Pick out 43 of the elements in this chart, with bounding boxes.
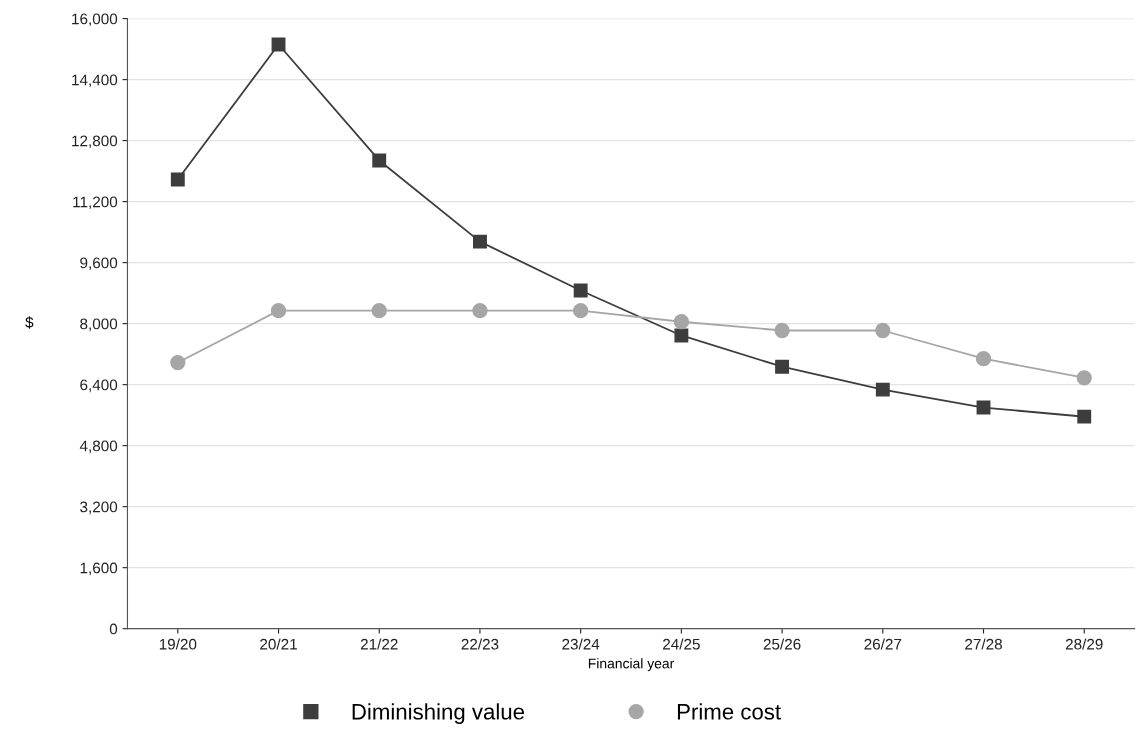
point bbox=[774, 322, 790, 339]
point bbox=[975, 351, 992, 367]
y-tick-label: 4,800 bbox=[79, 440, 118, 454]
y-tick-label: 12,800 bbox=[72, 135, 118, 149]
x-tick-label: 23/24 bbox=[562, 638, 600, 650]
x-tick-label: 26/27 bbox=[864, 638, 902, 650]
point bbox=[775, 359, 790, 374]
point bbox=[473, 234, 487, 249]
point bbox=[372, 153, 387, 168]
point bbox=[674, 328, 689, 343]
x-tick-label: 20/21 bbox=[260, 638, 297, 650]
y-tick-label: 11,200 bbox=[73, 196, 118, 210]
point bbox=[875, 382, 890, 397]
point bbox=[1077, 409, 1092, 424]
y-tick-label: 14,400 bbox=[72, 74, 118, 88]
point bbox=[270, 303, 287, 319]
y-tick-label: 9,600 bbox=[80, 257, 118, 271]
y-tick-label: 3,200 bbox=[80, 501, 118, 515]
y-tick-label: 16,000 bbox=[72, 13, 118, 27]
x-tick-label: 28/29 bbox=[1065, 638, 1103, 650]
point bbox=[673, 314, 690, 330]
x-tick-label: 19/20 bbox=[159, 638, 197, 650]
point bbox=[472, 303, 488, 319]
legend-label: Diminishing value bbox=[352, 703, 525, 724]
point bbox=[170, 172, 185, 187]
point bbox=[170, 354, 186, 371]
point bbox=[875, 322, 891, 339]
point bbox=[573, 283, 588, 298]
y-tick-label: 1,600 bbox=[80, 562, 118, 576]
y-axis-title: $ bbox=[25, 316, 34, 329]
x-axis-title: Financial year bbox=[588, 658, 675, 672]
y-tick-label: 0 bbox=[109, 623, 118, 635]
legend-label: Prime cost bbox=[677, 703, 781, 720]
x-tick-label: 25/26 bbox=[763, 638, 801, 650]
x-tick-label: 24/25 bbox=[663, 638, 700, 650]
x-tick-label: 22/23 bbox=[461, 638, 499, 650]
x-tick-label: 21/22 bbox=[360, 638, 398, 650]
point bbox=[371, 303, 387, 319]
point bbox=[1076, 370, 1092, 386]
y-tick-label: 8,000 bbox=[80, 318, 118, 332]
x-tick-label: 27/28 bbox=[965, 638, 1002, 650]
point bbox=[573, 303, 589, 319]
y-tick-label: 6,400 bbox=[80, 379, 118, 393]
